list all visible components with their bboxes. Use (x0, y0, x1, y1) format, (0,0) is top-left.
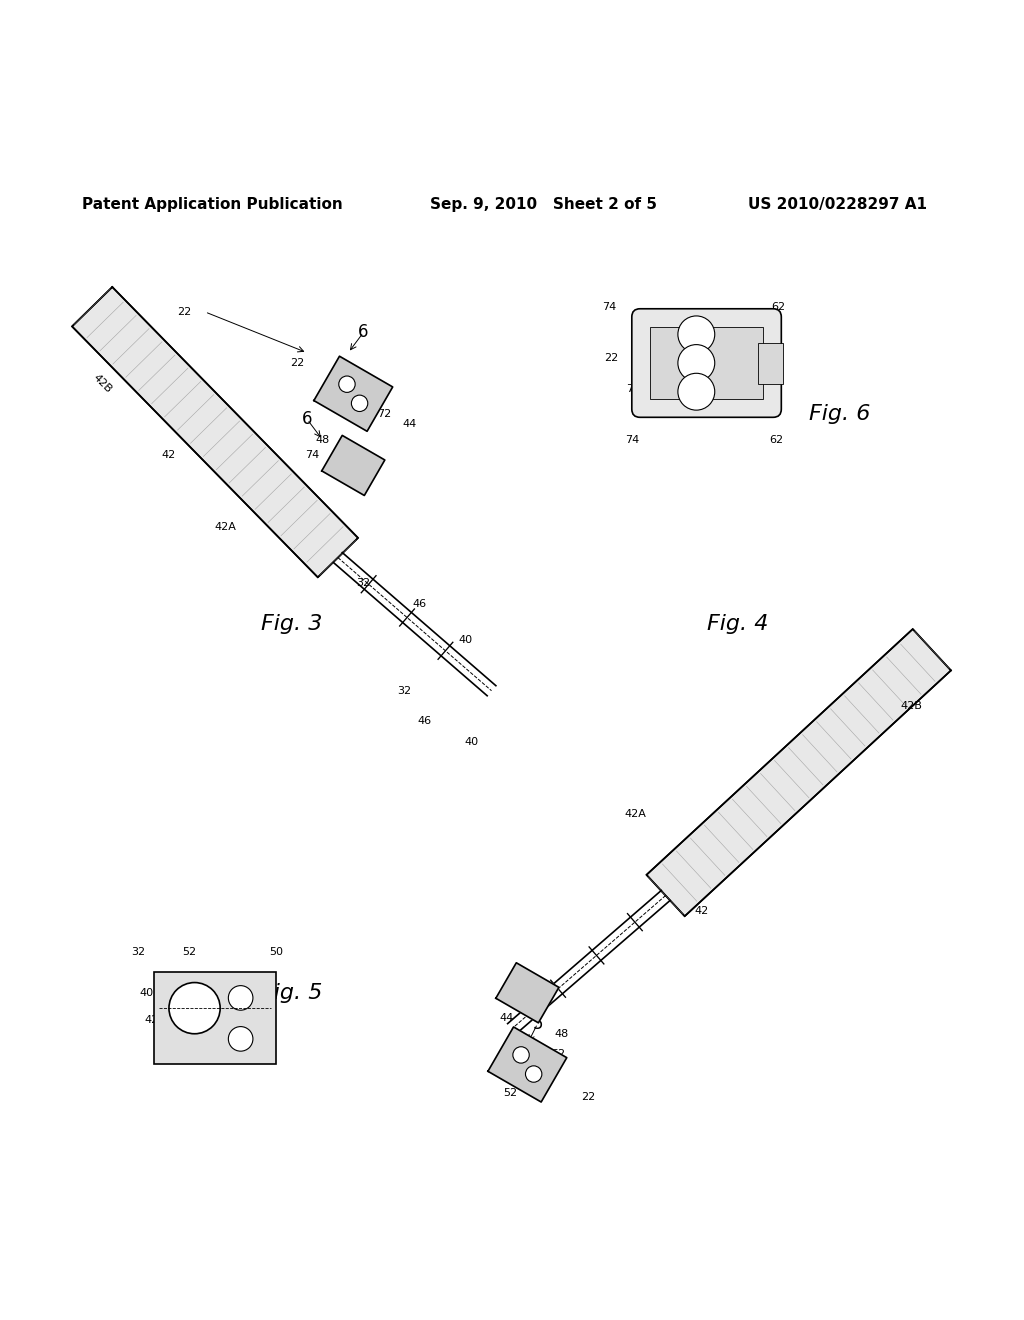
Text: 50: 50 (269, 946, 284, 957)
Bar (650, 327, 763, 399)
Text: 74: 74 (356, 384, 371, 393)
Text: 62: 62 (769, 434, 783, 445)
Polygon shape (646, 630, 951, 916)
Text: 32: 32 (397, 685, 412, 696)
Circle shape (351, 395, 368, 412)
Text: 22: 22 (177, 306, 191, 317)
Text: 40: 40 (139, 987, 154, 998)
Polygon shape (496, 962, 559, 1023)
Text: 52: 52 (551, 1049, 565, 1059)
Text: 32: 32 (356, 578, 371, 589)
FancyBboxPatch shape (632, 309, 781, 417)
Text: 22: 22 (604, 352, 618, 363)
Text: 62: 62 (771, 302, 785, 312)
Text: 40: 40 (464, 737, 478, 747)
Text: 5: 5 (500, 1063, 510, 1081)
Text: 48: 48 (554, 1028, 568, 1039)
Bar (758, 343, 783, 384)
Polygon shape (72, 286, 358, 577)
Circle shape (678, 315, 715, 352)
Text: 60: 60 (633, 327, 647, 338)
Text: 42A: 42A (624, 809, 646, 818)
Text: 74: 74 (625, 434, 639, 445)
Text: 52: 52 (175, 1047, 189, 1057)
Text: 44: 44 (402, 420, 417, 429)
Text: 52: 52 (503, 1088, 517, 1098)
Text: 44: 44 (226, 1049, 241, 1059)
Text: Sep. 9, 2010   Sheet 2 of 5: Sep. 9, 2010 Sheet 2 of 5 (430, 197, 657, 211)
Text: 44: 44 (500, 1014, 514, 1023)
Text: Patent Application Publication: Patent Application Publication (82, 197, 343, 211)
Text: 72: 72 (626, 384, 640, 393)
Text: 22: 22 (581, 1092, 595, 1102)
Circle shape (678, 374, 715, 411)
Polygon shape (322, 436, 385, 495)
Text: Fig. 3: Fig. 3 (261, 614, 323, 634)
Text: 32: 32 (131, 946, 145, 957)
Circle shape (525, 1065, 542, 1082)
Text: 6: 6 (358, 323, 369, 342)
Polygon shape (488, 1027, 566, 1102)
Circle shape (228, 1027, 253, 1051)
Text: 42: 42 (144, 1015, 159, 1026)
Text: 22: 22 (290, 358, 304, 368)
Text: 46: 46 (413, 599, 427, 609)
Text: 42: 42 (694, 906, 709, 916)
Text: 42B: 42B (900, 701, 923, 711)
Text: 72: 72 (522, 1078, 537, 1088)
Text: 42B: 42B (91, 372, 114, 395)
Text: 6: 6 (302, 411, 312, 429)
Text: 40: 40 (459, 635, 473, 644)
Bar (154, 973, 276, 1064)
Text: 72: 72 (377, 409, 391, 420)
Text: 48: 48 (315, 434, 330, 445)
Text: 42: 42 (162, 450, 176, 461)
Circle shape (169, 982, 220, 1034)
Text: Fig. 4: Fig. 4 (707, 614, 768, 634)
Text: 46: 46 (418, 717, 432, 726)
Circle shape (228, 986, 253, 1010)
Text: Fig. 6: Fig. 6 (809, 404, 870, 424)
Text: 48: 48 (257, 1015, 271, 1026)
Text: 52: 52 (182, 946, 197, 957)
Circle shape (513, 1047, 529, 1063)
Text: 5: 5 (532, 1015, 543, 1032)
Text: US 2010/0228297 A1: US 2010/0228297 A1 (748, 197, 927, 211)
Circle shape (339, 376, 355, 392)
Text: Fig. 5: Fig. 5 (261, 983, 323, 1003)
Circle shape (678, 345, 715, 381)
Text: 74: 74 (602, 302, 616, 312)
Polygon shape (314, 356, 392, 432)
Text: 74: 74 (305, 450, 319, 461)
Text: 42A: 42A (214, 521, 237, 532)
